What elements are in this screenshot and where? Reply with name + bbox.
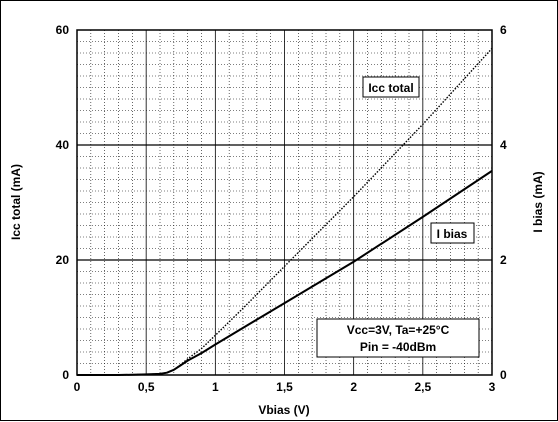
x-tick-label: 0,5 (138, 380, 155, 394)
x-tick-label: 2 (350, 380, 357, 394)
y-left-tick-label: 0 (62, 368, 69, 382)
y-right-tick-label: 4 (500, 138, 507, 152)
conditions-box (316, 318, 480, 358)
x-tick-label: 0 (74, 380, 81, 394)
y-left-tick-label: 60 (56, 23, 70, 37)
y-left-tick-label: 40 (56, 138, 70, 152)
x-tick-label: 1 (212, 380, 219, 394)
y-right-axis-title: I bias (mA) (531, 171, 545, 232)
series-layer (77, 47, 493, 376)
y-right-tick-label: 2 (500, 253, 507, 267)
y-right-tick-label: 0 (500, 368, 507, 382)
conditions-line1: Vcc=3V, Ta=+25°C (347, 323, 450, 337)
x-tick-label: 1,5 (276, 380, 293, 394)
x-axis-title: Vbias (V) (258, 403, 309, 417)
icc-label: Icc total (368, 81, 413, 95)
icc-total-series-line (77, 47, 493, 376)
ibias-label: I bias (437, 227, 468, 241)
plot-area-border (76, 29, 493, 376)
x-tick-label: 2,5 (414, 380, 431, 394)
x-tick-label: 3 (489, 380, 496, 394)
conditions-line2: Pin = -40dBm (360, 340, 436, 354)
icc-label-box (362, 76, 420, 98)
y-left-axis-title: Icc total (mA) (9, 164, 23, 240)
i-bias-series-line (77, 170, 493, 376)
y-left-tick-label: 20 (56, 253, 70, 267)
y-right-tick-label: 6 (500, 23, 507, 37)
ibias-label-box (430, 222, 475, 244)
